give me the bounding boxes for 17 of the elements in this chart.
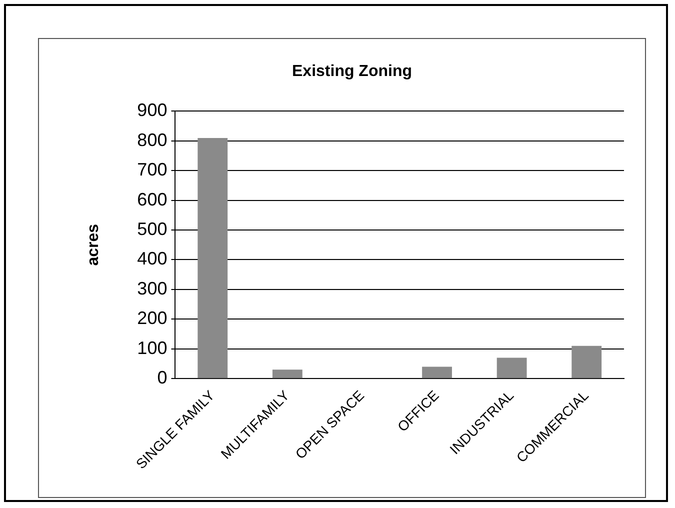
y-tick-label: 200 <box>137 308 168 328</box>
y-tick-label: 800 <box>137 130 168 150</box>
y-tick-label: 400 <box>137 248 168 269</box>
y-tick-label: 900 <box>137 100 168 120</box>
y-axis-title: acres <box>85 224 102 266</box>
y-tick-label: 700 <box>137 160 168 180</box>
bar <box>272 370 302 378</box>
bar <box>422 366 452 378</box>
bar <box>198 138 228 378</box>
y-tick-label: 300 <box>137 278 168 298</box>
chart-title: Existing Zoning <box>292 63 412 80</box>
y-tick-label: 600 <box>137 189 168 210</box>
bar <box>496 358 527 378</box>
y-tick-label: 100 <box>137 338 168 358</box>
y-tick-label: 500 <box>137 219 168 240</box>
bar <box>572 346 602 378</box>
y-tick-label: 0 <box>157 368 168 388</box>
